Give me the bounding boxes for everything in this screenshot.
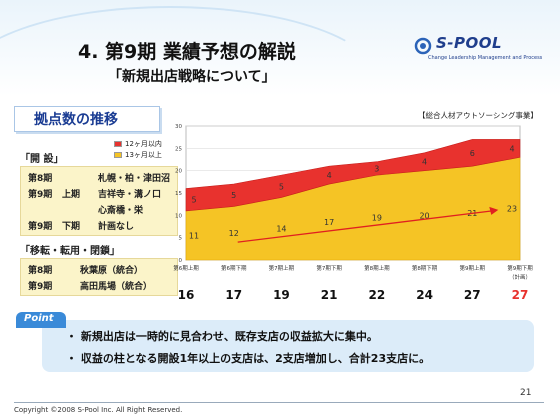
point-bullet: ・ 収益の柱となる開設1年以上の支店は、2支店増加し、合計23支店に。 (66, 352, 431, 365)
total-count: 17 (225, 288, 242, 302)
legend-swatch-red (114, 141, 122, 147)
data-label: 5 (191, 196, 196, 205)
openings-half: 上期 (62, 190, 81, 200)
trend-arrow-head (489, 206, 499, 215)
data-label: 11 (189, 231, 199, 240)
data-label: 4 (327, 171, 332, 180)
data-label: 14 (276, 225, 286, 234)
business-tag: 【総合人材アウトソーシング事業】 (418, 111, 538, 120)
data-label: 23 (507, 205, 517, 214)
page-subtitle: 「新規出店戦略について」 (108, 69, 276, 85)
x-tick-label: 第9期下期 (507, 264, 533, 272)
total-count: 16 (178, 288, 195, 302)
openings-stores: 札幌・柏・津田沼 (98, 174, 171, 184)
point-label: Point (24, 313, 54, 324)
relocations-heading: 「移転・転用・閉鎖」 (20, 246, 120, 257)
trend-arrow-line (237, 210, 493, 243)
y-tick-label: 30 (175, 124, 182, 130)
decorative-arc (0, 6, 380, 156)
total-count: 22 (369, 288, 386, 302)
openings-stores: 計画なし (98, 222, 135, 232)
data-label: 19 (372, 214, 382, 223)
x-tick-label: 第6期上期 (173, 264, 199, 272)
relocations-panel (20, 258, 178, 296)
logo-tagline: Change Leadership Management and Process (428, 55, 543, 61)
data-label: 17 (324, 218, 334, 227)
legend-item-red: 12ヶ月以内 (114, 139, 162, 149)
openings-panel (20, 166, 178, 236)
x-tick-label: 第7期下期 (316, 264, 342, 272)
x-tick-label: 第7期上期 (269, 264, 295, 272)
y-tick-label: 5 (179, 236, 183, 242)
page-number: 21 (520, 388, 532, 398)
copyright: Copyright ©2008 S-Pool Inc. All Right Re… (14, 406, 183, 414)
store-count-chart: 0 5 10 15 20 25 30 11 12 14 17 19 20 21 23 5 5 5 4 3 4 6 4 第6期上… (173, 124, 533, 302)
page-title: 4. 第9期 業績予想の解説 (78, 41, 296, 63)
x-note: （計画） (509, 273, 531, 281)
point-bullet: ・ 新規出店は一時的に見合わせ、既存支店の収益拡大に集中。 (66, 330, 378, 343)
data-label: 4 (422, 158, 427, 167)
section-title-box (14, 106, 160, 132)
footer-divider (14, 402, 544, 403)
legend-swatch-yellow (114, 152, 122, 158)
x-tick-label: 第8期下期 (412, 264, 438, 272)
spool-logo-icon (414, 37, 432, 55)
legend-label-red: 12ヶ月以内 (125, 140, 162, 148)
point-box (42, 320, 534, 372)
y-tick-label: 0 (179, 258, 183, 264)
x-tick-label: 第9期上期 (460, 264, 486, 272)
legend-item-yellow: 13ヶ月以上 (114, 150, 162, 160)
openings-heading: 「開 設」 (20, 154, 64, 165)
openings-period: 第8期 (28, 174, 53, 184)
relocations-stores: 高田馬場（統合） (80, 282, 153, 292)
relocations-period: 第8期 (28, 266, 53, 276)
total-count: 24 (416, 288, 433, 302)
point-tab (16, 312, 66, 328)
x-tick-label: 第6期下期 (221, 264, 247, 272)
openings-period: 第9期 (28, 190, 53, 200)
logo-text: S-POOL (436, 34, 503, 52)
legend-label-yellow: 13ヶ月以上 (125, 151, 162, 159)
x-tick-label: 第8期上期 (364, 264, 390, 272)
data-label: 4 (509, 144, 514, 153)
data-label: 20 (419, 211, 429, 220)
relocations-period: 第9期 (28, 282, 53, 292)
openings-half: 下期 (62, 222, 81, 232)
data-label: 5 (231, 191, 236, 200)
relocations-stores: 秋葉原（統合） (80, 266, 144, 276)
data-label: 12 (229, 229, 239, 238)
series-area-12-months (185, 139, 521, 212)
total-count: 19 (273, 288, 290, 302)
y-tick-label: 25 (175, 146, 182, 152)
openings-period: 第9期 (28, 222, 53, 232)
y-tick-label: 10 (175, 213, 182, 219)
chart-legend: 12ヶ月以内 13ヶ月以上 (112, 137, 182, 161)
y-tick-label: 15 (175, 191, 182, 197)
data-label: 3 (374, 164, 379, 173)
data-label: 5 (279, 182, 284, 191)
total-count: 27 (464, 288, 481, 302)
total-count: 27 (512, 288, 529, 302)
openings-stores: 吉祥寺・溝ノ口 (98, 190, 162, 200)
openings-stores: 心斎橋・栄 (98, 206, 144, 216)
data-label: 6 (470, 149, 475, 158)
total-count: 21 (321, 288, 338, 302)
y-tick-label: 20 (175, 169, 182, 175)
section-title: 拠点数の推移 (34, 112, 118, 128)
